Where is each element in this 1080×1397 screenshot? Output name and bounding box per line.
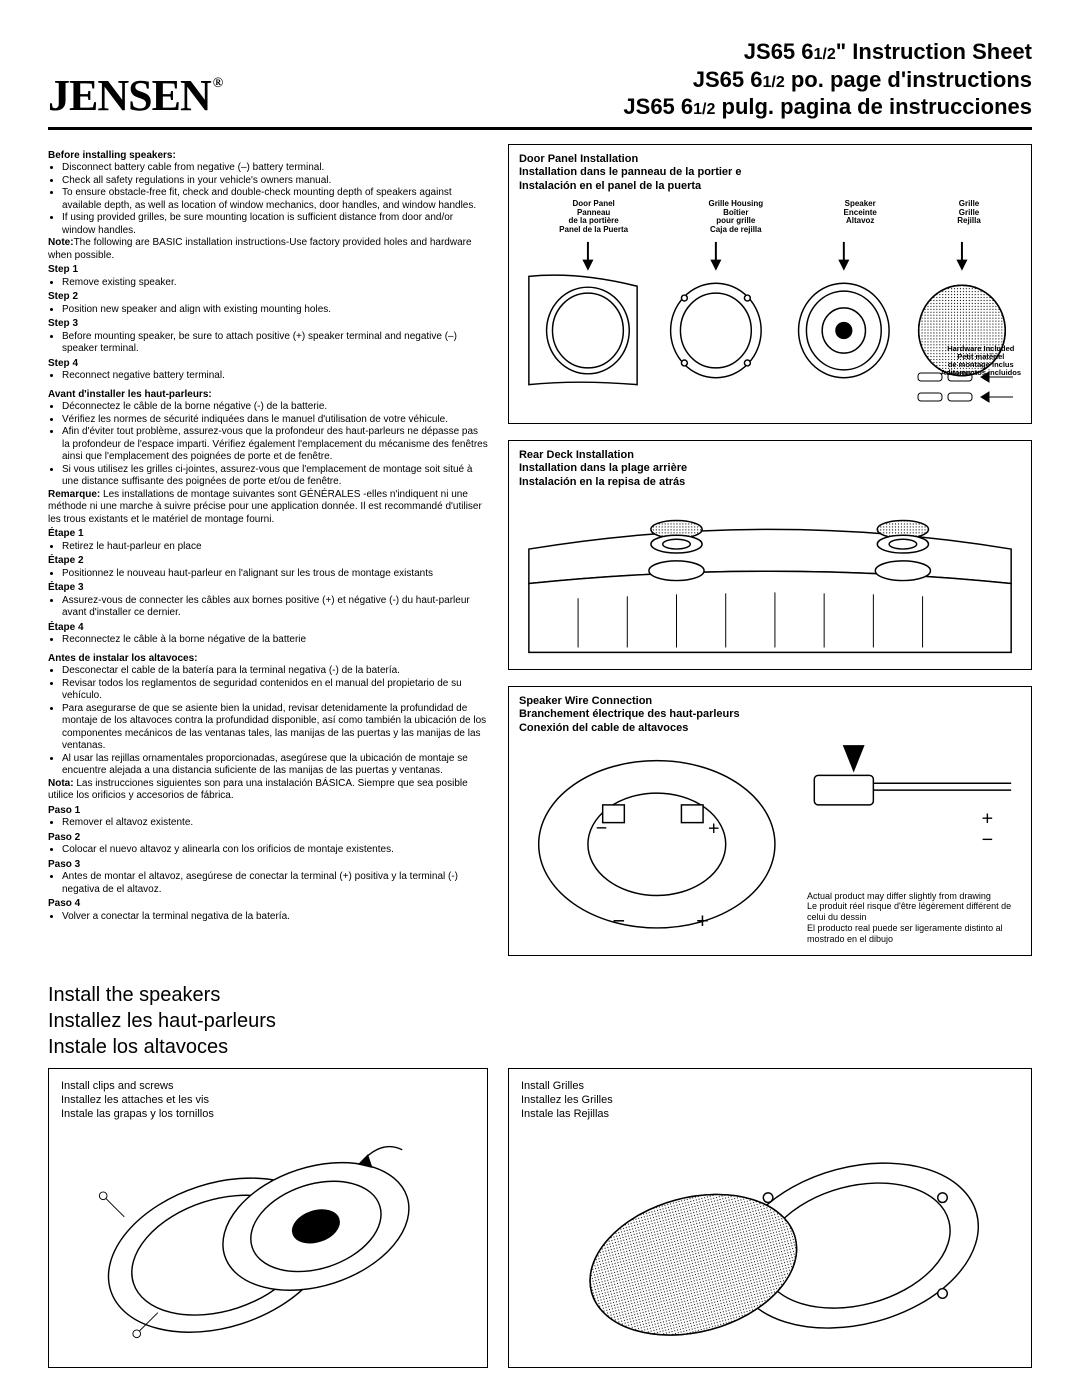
es-bullet: Revisar todos los reglamentos de segurid…: [62, 678, 488, 703]
rear-deck-diagram: Rear Deck Installation Installation dans…: [508, 440, 1032, 670]
svg-text:+: +: [982, 807, 994, 829]
step-bullet: Reconnect negative battery terminal.: [62, 370, 488, 383]
label-grille: GrilleGrilleRejilla: [957, 200, 981, 235]
install-heading-block: Install the speakers Installez les haut-…: [48, 982, 1032, 1060]
main-content: Before installing speakers: Disconnect b…: [48, 144, 1032, 972]
install-en: Install the speakers: [48, 982, 1032, 1008]
instructions-column: Before installing speakers: Disconnect b…: [48, 144, 488, 972]
before-fr-heading: Avant d'installer les haut-parleurs:: [48, 389, 488, 402]
grilles-l2: Installez les Grilles: [521, 1093, 1019, 1107]
step-label: Step 4: [48, 358, 488, 371]
step-label: Step 3: [48, 318, 488, 331]
diagrams-column: Door Panel Installation Installation dan…: [508, 144, 1032, 972]
svg-text:−: −: [596, 817, 608, 839]
rear-title-fr: Installation dans la plage arrière: [519, 462, 1021, 476]
title-fr: JS65 61/2 po. page d'instructions: [623, 66, 1032, 94]
product-note: Actual product may differ slightly from …: [807, 891, 1017, 945]
door-panel-diagram: Door Panel Installation Installation dan…: [508, 144, 1032, 424]
grilles-l3: Instale las Rejillas: [521, 1107, 1019, 1121]
clips-l3: Instale las grapas y los tornillos: [61, 1107, 475, 1121]
step-bullet: Reconnectez le câble à la borne négative…: [62, 634, 488, 647]
grilles-svg: [521, 1121, 1019, 1351]
step-label: Paso 2: [48, 832, 488, 845]
svg-text:+: +: [696, 908, 709, 933]
wire-title-en: Speaker Wire Connection: [519, 695, 1021, 709]
grilles-diagram: Install Grilles Installez les Grilles In…: [508, 1068, 1032, 1368]
door-title-fr: Installation dans le panneau de la porti…: [519, 166, 1021, 180]
label-grille-housing: Grille HousingBoîtierpour grilleCaja de …: [708, 200, 763, 235]
page-header: JENSEN ® JS65 61/2" Instruction Sheet JS…: [48, 38, 1032, 130]
step-bullet: Remove existing speaker.: [62, 277, 488, 290]
es-bullet: Para asegurarse de que se asiente bien l…: [62, 703, 488, 753]
step-bullet: Remover el altavoz existente.: [62, 817, 488, 830]
speaker-wire-diagram: Speaker Wire Connection Branchement élec…: [508, 686, 1032, 956]
registered-mark: ®: [213, 76, 222, 92]
step-label: Étape 1: [48, 528, 488, 541]
clips-svg: [61, 1121, 475, 1351]
step-bullet: Colocar el nuevo altavoz y alinearla con…: [62, 844, 488, 857]
clips-screws-diagram: Install clips and screws Installez les a…: [48, 1068, 488, 1368]
step-label: Étape 4: [48, 622, 488, 635]
step-bullet: Antes de montar el altavoz, asegúrese de…: [62, 871, 488, 896]
es-bullet: Desconectar el cable de la batería para …: [62, 665, 488, 678]
title-es: JS65 61/2 pulg. pagina de instrucciones: [623, 93, 1032, 121]
before-en-list: Disconnect battery cable from negative (…: [48, 162, 488, 237]
bottom-diagrams: Install clips and screws Installez les a…: [48, 1068, 1032, 1368]
step-bullet: Retirez le haut-parleur en place: [62, 541, 488, 554]
brand-logo: JENSEN ®: [48, 70, 222, 121]
before-fr-list: Déconnectez le câble de la borne négativ…: [48, 401, 488, 489]
es-note: Nota: Las instrucciones siguientes son p…: [48, 778, 488, 803]
wire-title-es: Conexión del cable de altavoces: [519, 722, 1021, 736]
rear-title-en: Rear Deck Installation: [519, 449, 1021, 463]
door-title-en: Door Panel Installation: [519, 153, 1021, 167]
fr-bullet: Afin d'éviter tout problème, assurez-vou…: [62, 426, 488, 464]
component-labels: Door PanelPanneaude la portièrePanel de …: [519, 200, 1021, 235]
before-es-heading: Antes de instalar los altavoces:: [48, 653, 488, 666]
brand-text: JENSEN: [48, 70, 211, 121]
step-bullet: Positionnez le nouveau haut-parleur en l…: [62, 568, 488, 581]
step-bullet: Position new speaker and align with exis…: [62, 304, 488, 317]
en-bullet: Check all safety regulations in your veh…: [62, 175, 488, 188]
clips-l2: Installez les attaches et les vis: [61, 1093, 475, 1107]
step-label: Step 1: [48, 264, 488, 277]
fr-bullet: Déconnectez le câble de la borne négativ…: [62, 401, 488, 414]
fr-bullet: Vérifiez les normes de sécurité indiquée…: [62, 414, 488, 427]
en-bullet: Disconnect battery cable from negative (…: [62, 162, 488, 175]
hardware-icons-svg: [913, 365, 1023, 415]
step-label: Étape 3: [48, 582, 488, 595]
en-note: Note:Note:The following are BASIC instal…: [48, 237, 488, 262]
step-label: Step 2: [48, 291, 488, 304]
install-es: Instale los altavoces: [48, 1034, 1032, 1060]
wire-title-fr: Branchement électrique des haut-parleurs: [519, 708, 1021, 722]
rear-title-es: Instalación en la repisa de atrás: [519, 476, 1021, 490]
en-bullet: To ensure obstacle-free fit, check and d…: [62, 187, 488, 212]
title-en: JS65 61/2" Instruction Sheet: [623, 38, 1032, 66]
before-es-list: Desconectar el cable de la batería para …: [48, 665, 488, 778]
rear-deck-svg: [519, 490, 1021, 657]
step-label: Étape 2: [48, 555, 488, 568]
step-bullet: Before mounting speaker, be sure to atta…: [62, 331, 488, 356]
before-en-heading: Before installing speakers:: [48, 150, 488, 163]
fr-note: Remarque: Les installations de montage s…: [48, 489, 488, 527]
fr-bullet: Si vous utilisez les grilles ci-jointes,…: [62, 464, 488, 489]
step-label: Paso 4: [48, 898, 488, 911]
es-bullet: Al usar las rejillas ornamentales propor…: [62, 753, 488, 778]
title-block: JS65 61/2" Instruction Sheet JS65 61/2 p…: [623, 38, 1032, 121]
step-bullet: Volver a conectar la terminal negativa d…: [62, 911, 488, 924]
label-door-panel: Door PanelPanneaude la portièrePanel de …: [559, 200, 628, 235]
svg-text:+: +: [708, 817, 720, 839]
svg-text:−: −: [982, 829, 994, 851]
label-speaker: SpeakerEnceinteAltavoz: [844, 200, 877, 235]
grilles-l1: Install Grilles: [521, 1079, 1019, 1093]
install-fr: Installez les haut-parleurs: [48, 1008, 1032, 1034]
svg-text:−: −: [613, 908, 626, 933]
step-label: Paso 1: [48, 805, 488, 818]
step-label: Paso 3: [48, 859, 488, 872]
en-bullet: If using provided grilles, be sure mount…: [62, 212, 488, 237]
step-bullet: Assurez-vous de connecter les câbles aux…: [62, 595, 488, 620]
door-title-es: Instalación en el panel de la puerta: [519, 180, 1021, 194]
clips-l1: Install clips and screws: [61, 1079, 475, 1093]
